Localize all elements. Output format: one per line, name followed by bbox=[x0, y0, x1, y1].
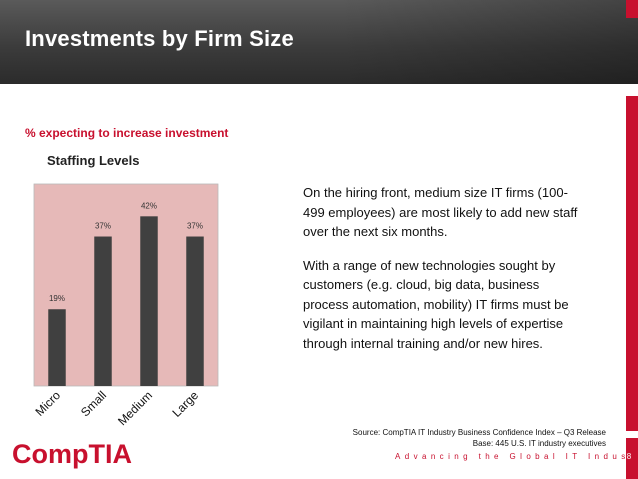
data-label: 42% bbox=[141, 201, 157, 210]
x-tick-label: Micro bbox=[32, 388, 63, 419]
bar-medium bbox=[140, 216, 158, 386]
accent-bar-top bbox=[626, 0, 638, 18]
data-label: 19% bbox=[49, 294, 65, 303]
bar-small bbox=[94, 236, 112, 386]
slide-title: Investments by Firm Size bbox=[25, 26, 294, 51]
x-tick-label: Small bbox=[78, 388, 109, 419]
accent-bar-bottom bbox=[626, 438, 638, 479]
slide-subtitle: % expecting to increase investment bbox=[25, 126, 229, 140]
body-text: On the hiring front, medium size IT firm… bbox=[303, 183, 588, 367]
x-tick-label: Medium bbox=[115, 388, 155, 428]
base-line: Base: 445 U.S. IT industry executives bbox=[472, 439, 606, 448]
paragraph-1: On the hiring front, medium size IT firm… bbox=[303, 185, 578, 239]
header-bar: Investments by Firm Size bbox=[0, 0, 638, 84]
source-note: Source: CompTIA IT Industry Business Con… bbox=[353, 427, 606, 449]
data-label: 37% bbox=[95, 222, 111, 231]
header-shade bbox=[338, 0, 638, 84]
page-number: 8 bbox=[626, 452, 632, 461]
accent-bar-middle bbox=[626, 96, 638, 431]
paragraph-2: With a range of new technologies sought … bbox=[303, 257, 569, 351]
x-tick-label: Large bbox=[170, 388, 202, 420]
tagline: Advancing the Global IT Industry bbox=[395, 452, 638, 461]
data-label: 37% bbox=[187, 222, 203, 231]
bar-chart: 19% Micro 37% Small 42% Medium 37% Large bbox=[32, 183, 219, 428]
chart-title: Staffing Levels bbox=[47, 153, 140, 168]
logo-text: CompTIA bbox=[12, 439, 132, 469]
bar-large bbox=[186, 236, 204, 386]
comptia-logo: CompTIA bbox=[12, 439, 132, 469]
bar-micro bbox=[48, 309, 66, 386]
source-line: Source: CompTIA IT Industry Business Con… bbox=[352, 428, 606, 437]
